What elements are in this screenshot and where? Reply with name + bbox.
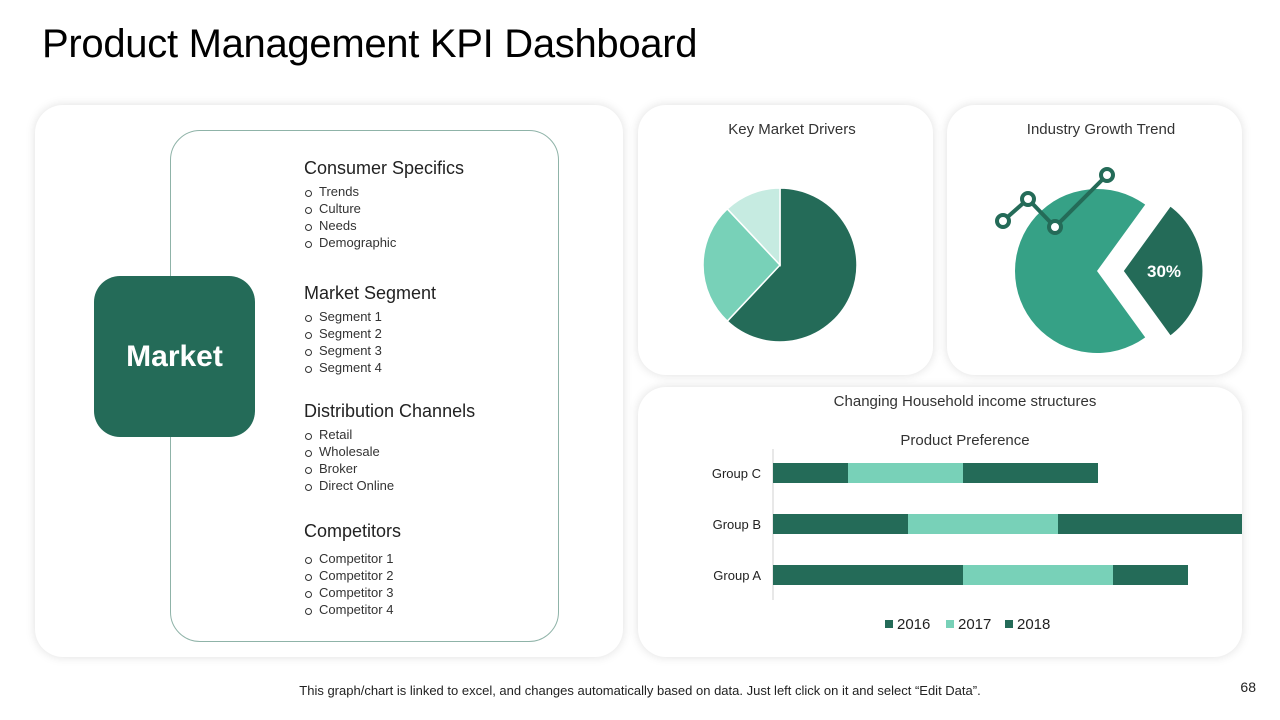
bar-segment[interactable] — [963, 565, 1113, 585]
list-item: Competitor 4 — [304, 601, 401, 618]
list-item: Competitor 2 — [304, 567, 401, 584]
list-item: Retail — [304, 426, 475, 443]
legend-swatch — [885, 620, 893, 628]
list-item: Competitor 3 — [304, 584, 401, 601]
bar-segment[interactable] — [773, 565, 963, 585]
list-item: Wholesale — [304, 443, 475, 460]
section-heading: Competitors — [304, 521, 402, 541]
pie-data-label: 30% — [1147, 262, 1181, 281]
section-heading: Distribution Channels — [304, 401, 476, 421]
category-label: Group B — [713, 517, 761, 532]
page-number: 68 — [1240, 679, 1256, 695]
list-item: Competitor 1 — [304, 550, 401, 567]
section-heading: Market Segment — [304, 283, 437, 303]
bar-segment[interactable] — [773, 514, 908, 534]
footer-note: This graph/chart is linked to excel, and… — [299, 683, 981, 698]
market-block: Market — [94, 276, 255, 437]
section-consumer-specifics: Consumer Specifics Trends Culture Needs … — [304, 158, 464, 251]
list-item: Segment 1 — [304, 308, 436, 325]
bar-segment[interactable] — [848, 463, 963, 483]
pie-slice[interactable] — [1120, 202, 1206, 340]
legend-label: 2017 — [958, 616, 991, 633]
pie-slice[interactable] — [726, 187, 781, 267]
bar-segment[interactable] — [963, 463, 1098, 483]
legend-swatch — [946, 620, 954, 628]
section-competitors: Competitors Competitor 1 Competitor 2 Co… — [304, 521, 401, 618]
key-market-drivers-title: Key Market Drivers — [728, 121, 856, 138]
bar-segment[interactable] — [908, 514, 1058, 534]
section-market-segment: Market Segment Segment 1 Segment 2 Segme… — [304, 283, 436, 376]
list-item: Culture — [304, 200, 464, 217]
list-item: Direct Online — [304, 477, 475, 494]
pie-slice[interactable] — [726, 187, 858, 343]
legend-label: 2018 — [1017, 616, 1050, 633]
pie-slice[interactable] — [702, 207, 782, 323]
category-label: Group C — [712, 466, 761, 481]
trend-line-icon — [995, 167, 1115, 235]
market-label: Market — [126, 339, 223, 373]
legend-swatch — [1005, 620, 1013, 628]
list-item: Segment 3 — [304, 342, 436, 359]
list-item: Broker — [304, 460, 475, 477]
legend-label: 2016 — [897, 616, 930, 633]
section-heading: Consumer Specifics — [304, 158, 465, 178]
chart-title: Product Preference — [900, 432, 1029, 449]
list-item: Demographic — [304, 234, 464, 251]
section-distribution-channels: Distribution Channels Retail Wholesale B… — [304, 401, 475, 494]
list-item: Segment 4 — [304, 359, 436, 376]
list-item: Segment 2 — [304, 325, 436, 342]
category-label: Group A — [713, 568, 761, 583]
pie-slice[interactable] — [1015, 188, 1146, 353]
industry-growth-title: Industry Growth Trend — [1026, 121, 1176, 138]
household-income-title: Changing Household income structures — [833, 393, 1097, 410]
key-market-drivers-pie[interactable] — [638, 105, 933, 375]
list-item: Needs — [304, 217, 464, 234]
product-preference-chart[interactable]: Product Preference Group C Group B Group A 2… — [638, 387, 1242, 657]
bar-segment[interactable] — [1058, 514, 1242, 534]
industry-growth-pie[interactable]: 30% — [947, 105, 1242, 375]
bar-segment[interactable] — [773, 463, 848, 483]
bar-segment[interactable] — [1113, 565, 1188, 585]
page-title: Product Management KPI Dashboard — [42, 22, 698, 66]
list-item: Trends — [304, 183, 464, 200]
